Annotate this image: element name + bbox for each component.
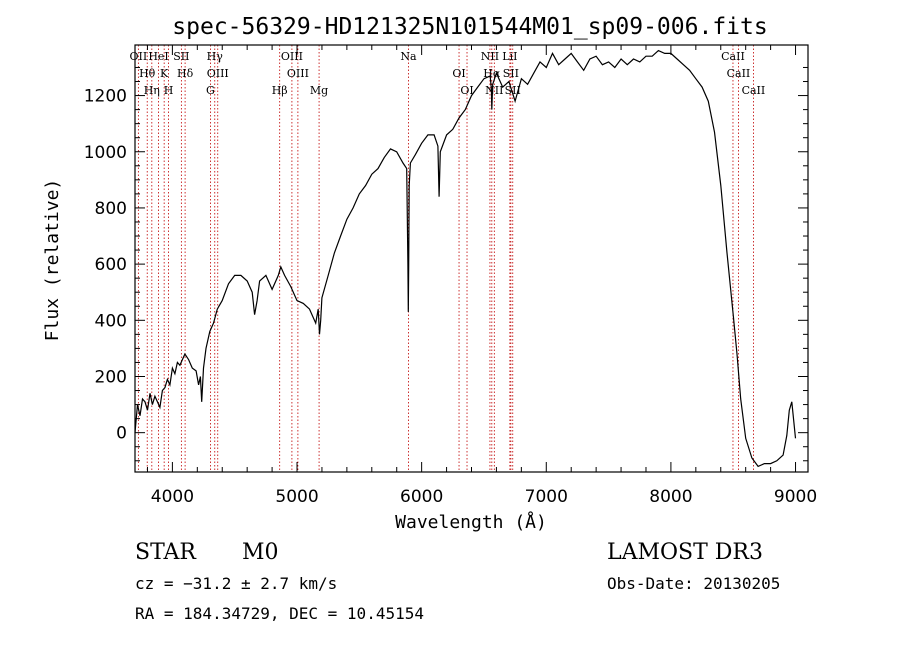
x-axis-label: Wavelength (Å): [395, 511, 547, 533]
y-tick-label: 400: [95, 311, 127, 331]
y-tick-label: 1000: [84, 143, 127, 163]
object-subclass: M0: [242, 540, 279, 565]
y-axis-label: Flux (relative): [42, 179, 63, 342]
spectral-line-labels: OIIHθHηHeIKHSIIHδGHγOIIIHβOIIIOIIIMgNaOI…: [130, 50, 766, 97]
coordinates: RA = 184.34729, DEC = 10.45154: [135, 604, 424, 623]
x-tick-label: 8000: [649, 487, 692, 507]
x-tick-label: 4000: [151, 487, 194, 507]
line-marker-label: NII: [481, 50, 499, 63]
line-marker-label: OIII: [281, 50, 303, 63]
line-marker-label: OIII: [287, 67, 309, 80]
survey-name: LAMOST DR3: [607, 540, 763, 565]
x-tick-label: 9000: [774, 487, 817, 507]
line-marker-label: NII: [485, 84, 503, 97]
line-marker-label: LiI: [502, 50, 517, 63]
redshift-velocity: cz = −31.2 ± 2.7 km/s: [135, 574, 338, 593]
line-marker-label: CaII: [721, 50, 745, 63]
chart-title: spec-56329-HD121325N101544M01_sp09-006.f…: [172, 14, 767, 40]
x-tick-label: 7000: [525, 487, 568, 507]
y-tick-label: 200: [95, 367, 127, 387]
line-marker-label: Mg: [310, 84, 328, 97]
line-marker-label: CaII: [742, 84, 766, 97]
line-marker-label: K: [160, 67, 169, 80]
y-tick-label: 1200: [84, 87, 127, 107]
x-tick-label: 6000: [400, 487, 443, 507]
line-marker-label: OI: [452, 67, 465, 80]
y-axis-ticks: 0 200 400 600 800 1000 1200: [84, 66, 808, 462]
line-marker-label: OII: [130, 50, 148, 63]
x-axis-ticks: 4000 5000 6000 7000 8000 9000: [146, 45, 817, 507]
line-marker-label: HeI: [148, 50, 168, 63]
plot-frame: [134, 44, 809, 473]
x-tick-label: 5000: [275, 487, 318, 507]
line-marker-label: SII: [503, 67, 519, 80]
line-marker-label: OI: [460, 84, 473, 97]
line-marker-label: H: [164, 84, 174, 97]
line-marker-label: Hγ: [207, 50, 224, 63]
line-marker-label: OIII: [207, 67, 229, 80]
y-tick-label: 800: [95, 199, 127, 219]
y-tick-label: 0: [116, 424, 127, 444]
object-class: STAR: [135, 540, 196, 565]
spectrum-line: [134, 49, 797, 468]
line-marker-label: Hβ: [272, 84, 288, 97]
line-marker-label: SII: [173, 50, 189, 63]
line-marker-label: Hη: [144, 84, 160, 97]
line-marker-label: Na: [400, 50, 417, 63]
spectral-line-markers: [137, 45, 754, 472]
line-marker-label: Hδ: [177, 67, 194, 80]
line-marker-label: CaII: [727, 67, 751, 80]
observation-date: Obs-Date: 20130205: [607, 574, 781, 593]
y-tick-label: 600: [95, 255, 127, 275]
line-marker-label: Hθ: [139, 67, 156, 80]
line-marker-label: G: [206, 84, 215, 97]
